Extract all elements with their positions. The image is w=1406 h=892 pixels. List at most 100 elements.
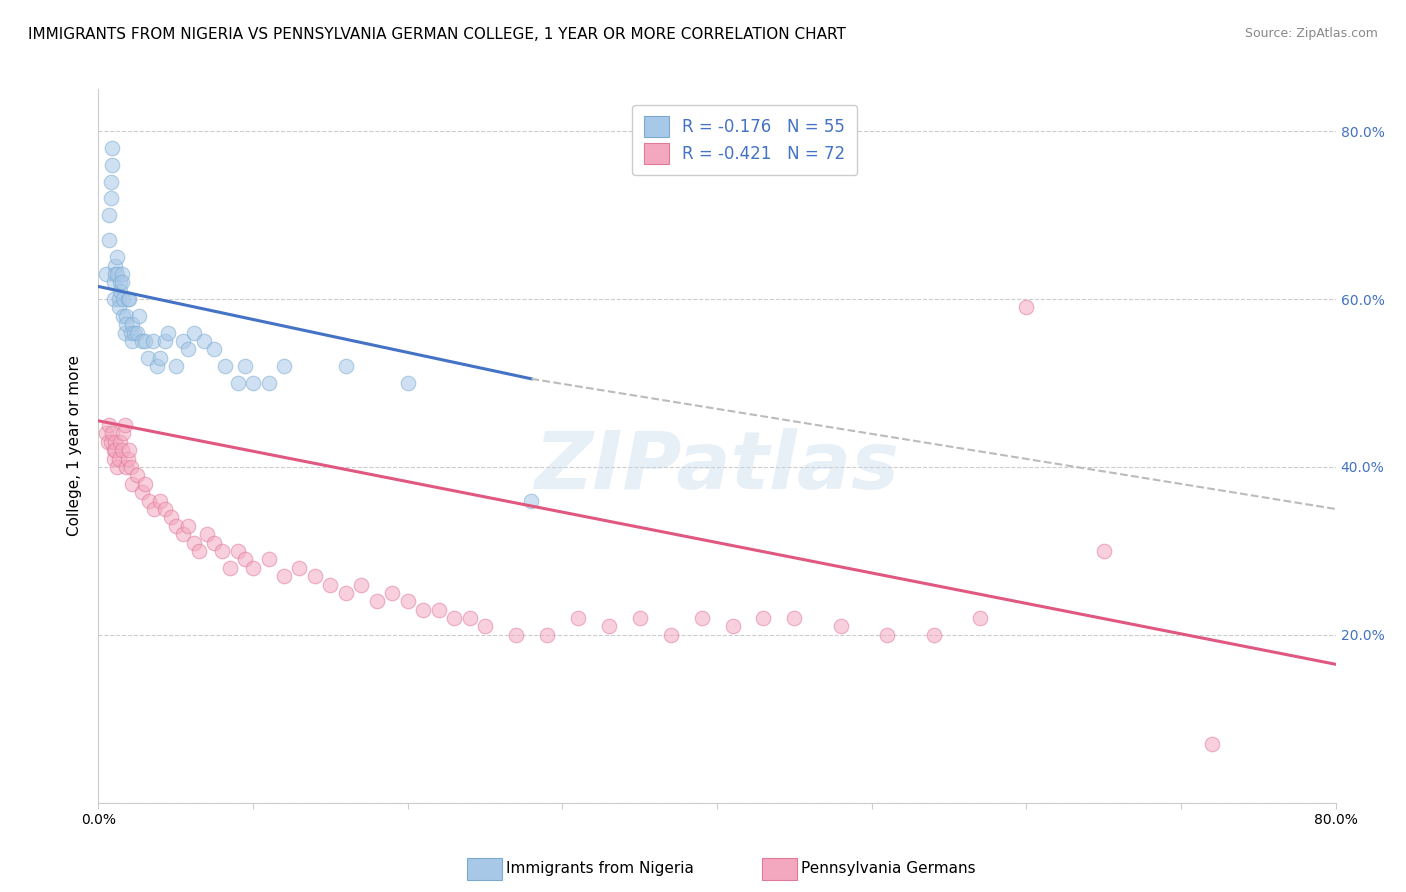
Point [101, 426, 124, 441]
Point [876, 628, 898, 642]
Legend: R = -0.176   N = 55, R = -0.421   N = 72: R = -0.176 N = 55, R = -0.421 N = 72 [633, 104, 858, 176]
Point [149, 351, 172, 365]
Point [131, 485, 153, 500]
Point [112, 426, 135, 441]
Point [157, 326, 180, 340]
Point [127, 326, 149, 340]
Point [242, 376, 264, 390]
Point [520, 493, 543, 508]
Point [96, 426, 118, 441]
Point [226, 544, 249, 558]
Point [103, 292, 125, 306]
Text: IMMIGRANTS FROM NIGERIA VS PENNSYLVANIA GERMAN COLLEGE, 1 YEAR OR MORE CORRELATI: IMMIGRANTS FROM NIGERIA VS PENNSYLVANIA … [28, 27, 846, 42]
Point [165, 518, 187, 533]
Point [101, 141, 124, 155]
Point [103, 443, 125, 458]
Point [118, 292, 141, 306]
Point [567, 611, 589, 625]
FancyBboxPatch shape [467, 858, 502, 880]
Point [1015, 301, 1038, 315]
Point [160, 510, 183, 524]
Point [118, 443, 141, 458]
Point [183, 535, 205, 549]
Point [1092, 544, 1115, 558]
Point [136, 351, 159, 365]
Point [235, 359, 257, 374]
Point [1201, 737, 1223, 751]
Point [101, 158, 124, 172]
Point [659, 628, 682, 642]
Point [120, 326, 142, 340]
Point [381, 586, 404, 600]
Point [146, 359, 169, 374]
Point [107, 292, 129, 306]
Point [104, 434, 127, 449]
Point [173, 334, 195, 348]
Point [143, 502, 166, 516]
Point [721, 619, 744, 633]
Point [120, 460, 142, 475]
Point [474, 619, 496, 633]
Point [335, 359, 357, 374]
Point [458, 611, 481, 625]
Point [204, 343, 226, 357]
Point [114, 417, 136, 432]
Point [112, 292, 135, 306]
Point [100, 434, 122, 449]
Point [273, 569, 295, 583]
Point [111, 267, 134, 281]
Point [142, 334, 165, 348]
Point [257, 552, 280, 566]
Point [107, 451, 129, 466]
Point [443, 611, 465, 625]
Point [115, 309, 138, 323]
Point [111, 275, 134, 289]
Point [149, 493, 172, 508]
Point [505, 628, 527, 642]
Point [98, 417, 121, 432]
Point [134, 476, 156, 491]
Point [177, 518, 200, 533]
Point [103, 451, 125, 466]
Point [108, 434, 131, 449]
Point [117, 292, 139, 306]
Point [98, 233, 121, 247]
Point [105, 267, 128, 281]
Point [108, 284, 131, 298]
Point [830, 619, 852, 633]
Point [104, 267, 127, 281]
Point [288, 560, 311, 574]
Point [153, 502, 176, 516]
Point [628, 611, 651, 625]
Point [427, 603, 450, 617]
Point [127, 468, 149, 483]
Text: Pennsylvania Germans: Pennsylvania Germans [801, 862, 976, 876]
Point [214, 359, 236, 374]
Point [242, 560, 264, 574]
Point [922, 628, 945, 642]
Text: Immigrants from Nigeria: Immigrants from Nigeria [506, 862, 695, 876]
Point [112, 309, 135, 323]
Point [173, 527, 195, 541]
Point [783, 611, 806, 625]
Point [335, 586, 357, 600]
Point [165, 359, 187, 374]
Point [304, 569, 326, 583]
Point [103, 275, 125, 289]
Point [235, 552, 257, 566]
Point [153, 334, 176, 348]
Point [598, 619, 620, 633]
Point [396, 594, 419, 608]
Text: Source: ZipAtlas.com: Source: ZipAtlas.com [1244, 27, 1378, 40]
Point [204, 535, 226, 549]
Point [969, 611, 991, 625]
Point [138, 493, 160, 508]
Point [226, 376, 249, 390]
Point [193, 334, 215, 348]
FancyBboxPatch shape [762, 858, 797, 880]
Point [536, 628, 558, 642]
Point [131, 334, 153, 348]
Point [104, 259, 127, 273]
Point [104, 443, 127, 458]
Point [100, 191, 122, 205]
